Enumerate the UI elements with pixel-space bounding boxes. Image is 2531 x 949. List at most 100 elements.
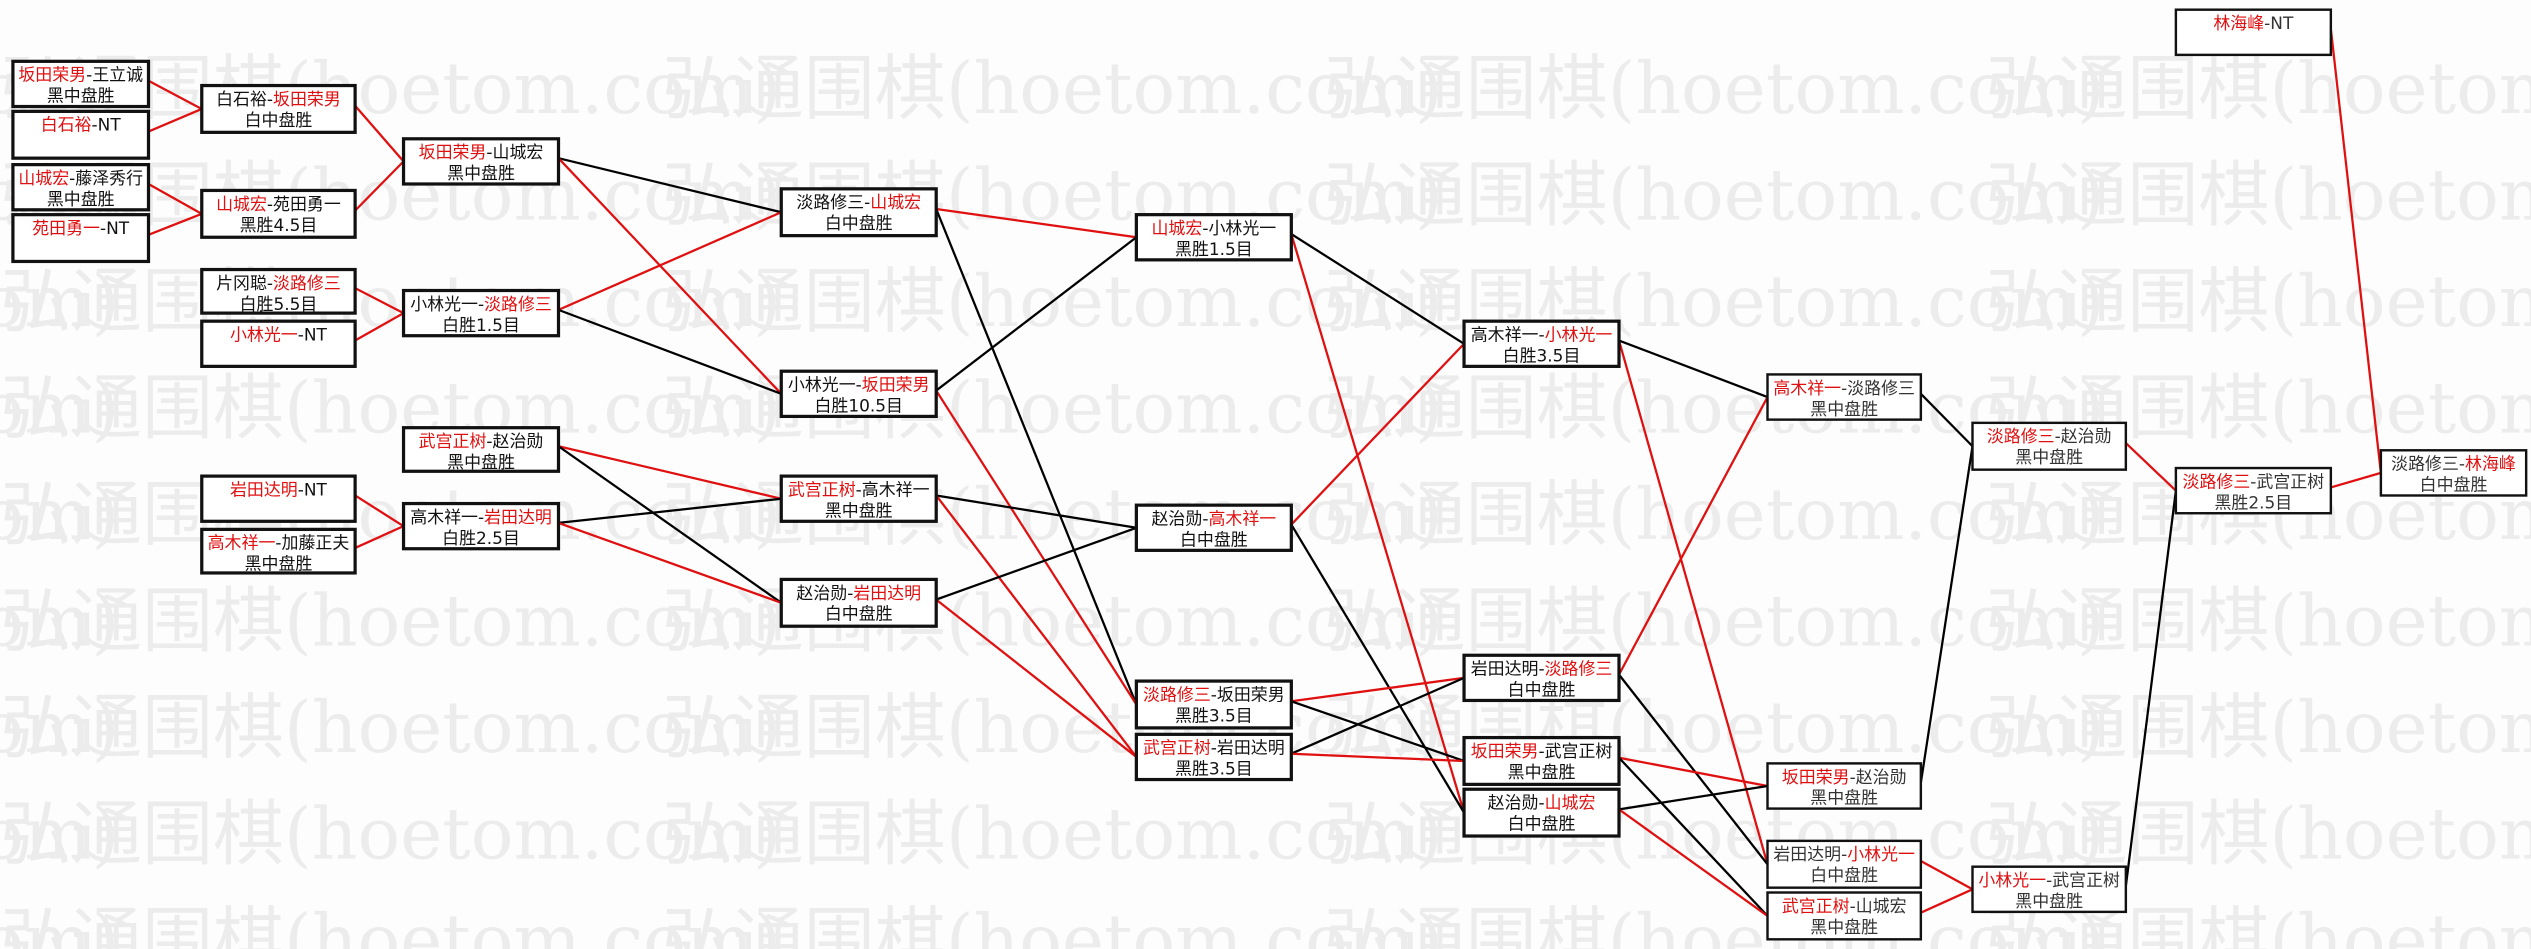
watermark-text: 弘通围棋(hoetom.com) [1985, 686, 2531, 769]
watermark-text: 弘通围棋(hoetom.com) [0, 473, 781, 556]
player-two: 岩田达明 [853, 583, 921, 603]
player-one: 赵治勋 [1151, 509, 1202, 529]
match-box-border [401, 137, 561, 186]
player-two: 高木祥一 [862, 479, 930, 499]
separator: - [478, 294, 484, 314]
match-players: 武宫正树-赵治勋 [419, 431, 544, 451]
match-players: 岩田达明-NT [230, 479, 328, 499]
player-one: 武宫正树 [1782, 896, 1850, 916]
bracket-line-lose [2124, 490, 2178, 887]
separator: - [1841, 844, 1847, 864]
match-box-border [200, 474, 357, 523]
watermark-text: 弘通围棋(hoetom.com) [0, 580, 119, 663]
player-one: 高木祥一 [410, 507, 478, 527]
match-players: 山城宏-小林光一 [1151, 218, 1276, 238]
bracket-line-win [1920, 888, 1973, 914]
bracket-line-win [935, 494, 1138, 758]
separator: - [2046, 870, 2052, 890]
watermark-text: 弘通围棋(hoetom.com) [1985, 47, 2531, 130]
match-result: 黑中盘胜 [47, 86, 115, 106]
bracket-line-win [558, 445, 782, 500]
player-two: 林海峰 [2465, 454, 2516, 474]
player-two: NT [304, 325, 328, 345]
player-one: 武宫正树 [1143, 738, 1211, 758]
player-two: 山城宏 [493, 142, 544, 162]
match-box-border [200, 188, 357, 239]
separator: - [69, 168, 75, 188]
watermark-text: 弘通围棋(hoetom.com) [0, 580, 781, 663]
match-players: 高木祥一-岩田达明 [410, 507, 552, 527]
bracket-line-lose [1618, 784, 1768, 811]
bracket-line-lose [557, 445, 782, 604]
match-players: 高木祥一-小林光一 [1471, 325, 1613, 345]
match-result: 黑中盘胜 [825, 500, 893, 520]
bracket-line-lose [1290, 233, 1465, 345]
player-two: 岩田达明 [1217, 738, 1285, 758]
match-players: 小林光一-武宫正树 [1978, 870, 2120, 890]
match-result: 白中盘胜 [1810, 865, 1878, 885]
match-box-border [2174, 8, 2333, 57]
player-one: 武宫正树 [419, 431, 487, 451]
match-players: 坂田荣男-王立诚 [18, 65, 143, 85]
separator: - [2459, 454, 2465, 474]
bracket-line-win [935, 389, 1138, 706]
bracket-line-lose [935, 208, 1138, 705]
separator: - [486, 431, 492, 451]
separator: - [478, 507, 484, 527]
player-one: 小林光一 [1978, 870, 2046, 890]
match-result: 白胜10.5目 [814, 396, 903, 416]
match-players: 山城宏-藤泽秀行 [18, 168, 143, 188]
match-box-border [401, 288, 561, 338]
player-one: 赵治勋 [1488, 793, 1539, 813]
bracket-line-win [1291, 752, 1465, 763]
match-box-border [1766, 891, 1923, 941]
match-result: 白中盘胜 [245, 110, 313, 130]
match-box-border [779, 577, 938, 628]
bracket-line-lose [1290, 676, 1465, 755]
watermark-text: 弘通围棋(hoetom.com) [1324, 47, 2105, 130]
player-one: 赵治勋 [796, 583, 847, 603]
player-one: 片冈聪 [216, 273, 267, 293]
watermark-text: 弘通围棋(hoetom.com) [0, 260, 781, 343]
player-two: 淡路修三 [1545, 659, 1613, 679]
match-result: 白胜3.5目 [1503, 346, 1581, 366]
match-players: 岩田达明-淡路修三 [1471, 659, 1613, 679]
player-one: 高木祥一 [1773, 378, 1841, 398]
player-two: 武宫正树 [2052, 870, 2120, 890]
match-players: 淡路修三-山城宏 [796, 192, 921, 212]
bracket-lines [147, 28, 2383, 917]
match-result: 黑中盘胜 [447, 452, 515, 472]
separator: - [298, 325, 304, 345]
player-one: 武宫正树 [788, 479, 856, 499]
match-result: 黑中盘胜 [2015, 891, 2083, 911]
separator: - [856, 375, 862, 395]
match-players: 淡路修三-武宫正树 [2183, 471, 2325, 491]
bracket-line-lose [935, 526, 1137, 601]
player-one: 岩田达明 [1471, 659, 1539, 679]
player-one: 山城宏 [18, 168, 69, 188]
player-two: 小林光一 [1545, 325, 1613, 345]
match-box-border [1134, 503, 1293, 552]
bracket-line-win [354, 494, 405, 528]
match-result: 黑中盘胜 [1810, 788, 1878, 808]
player-one: 林海峰 [2213, 13, 2264, 33]
match-box: 岩田达明-NT [200, 474, 357, 523]
bracket-line-win [354, 312, 405, 342]
bracket-line-lose [935, 236, 1138, 392]
separator: - [92, 115, 98, 135]
separator: - [100, 218, 106, 238]
match-result: 黑中盘胜 [245, 554, 313, 574]
